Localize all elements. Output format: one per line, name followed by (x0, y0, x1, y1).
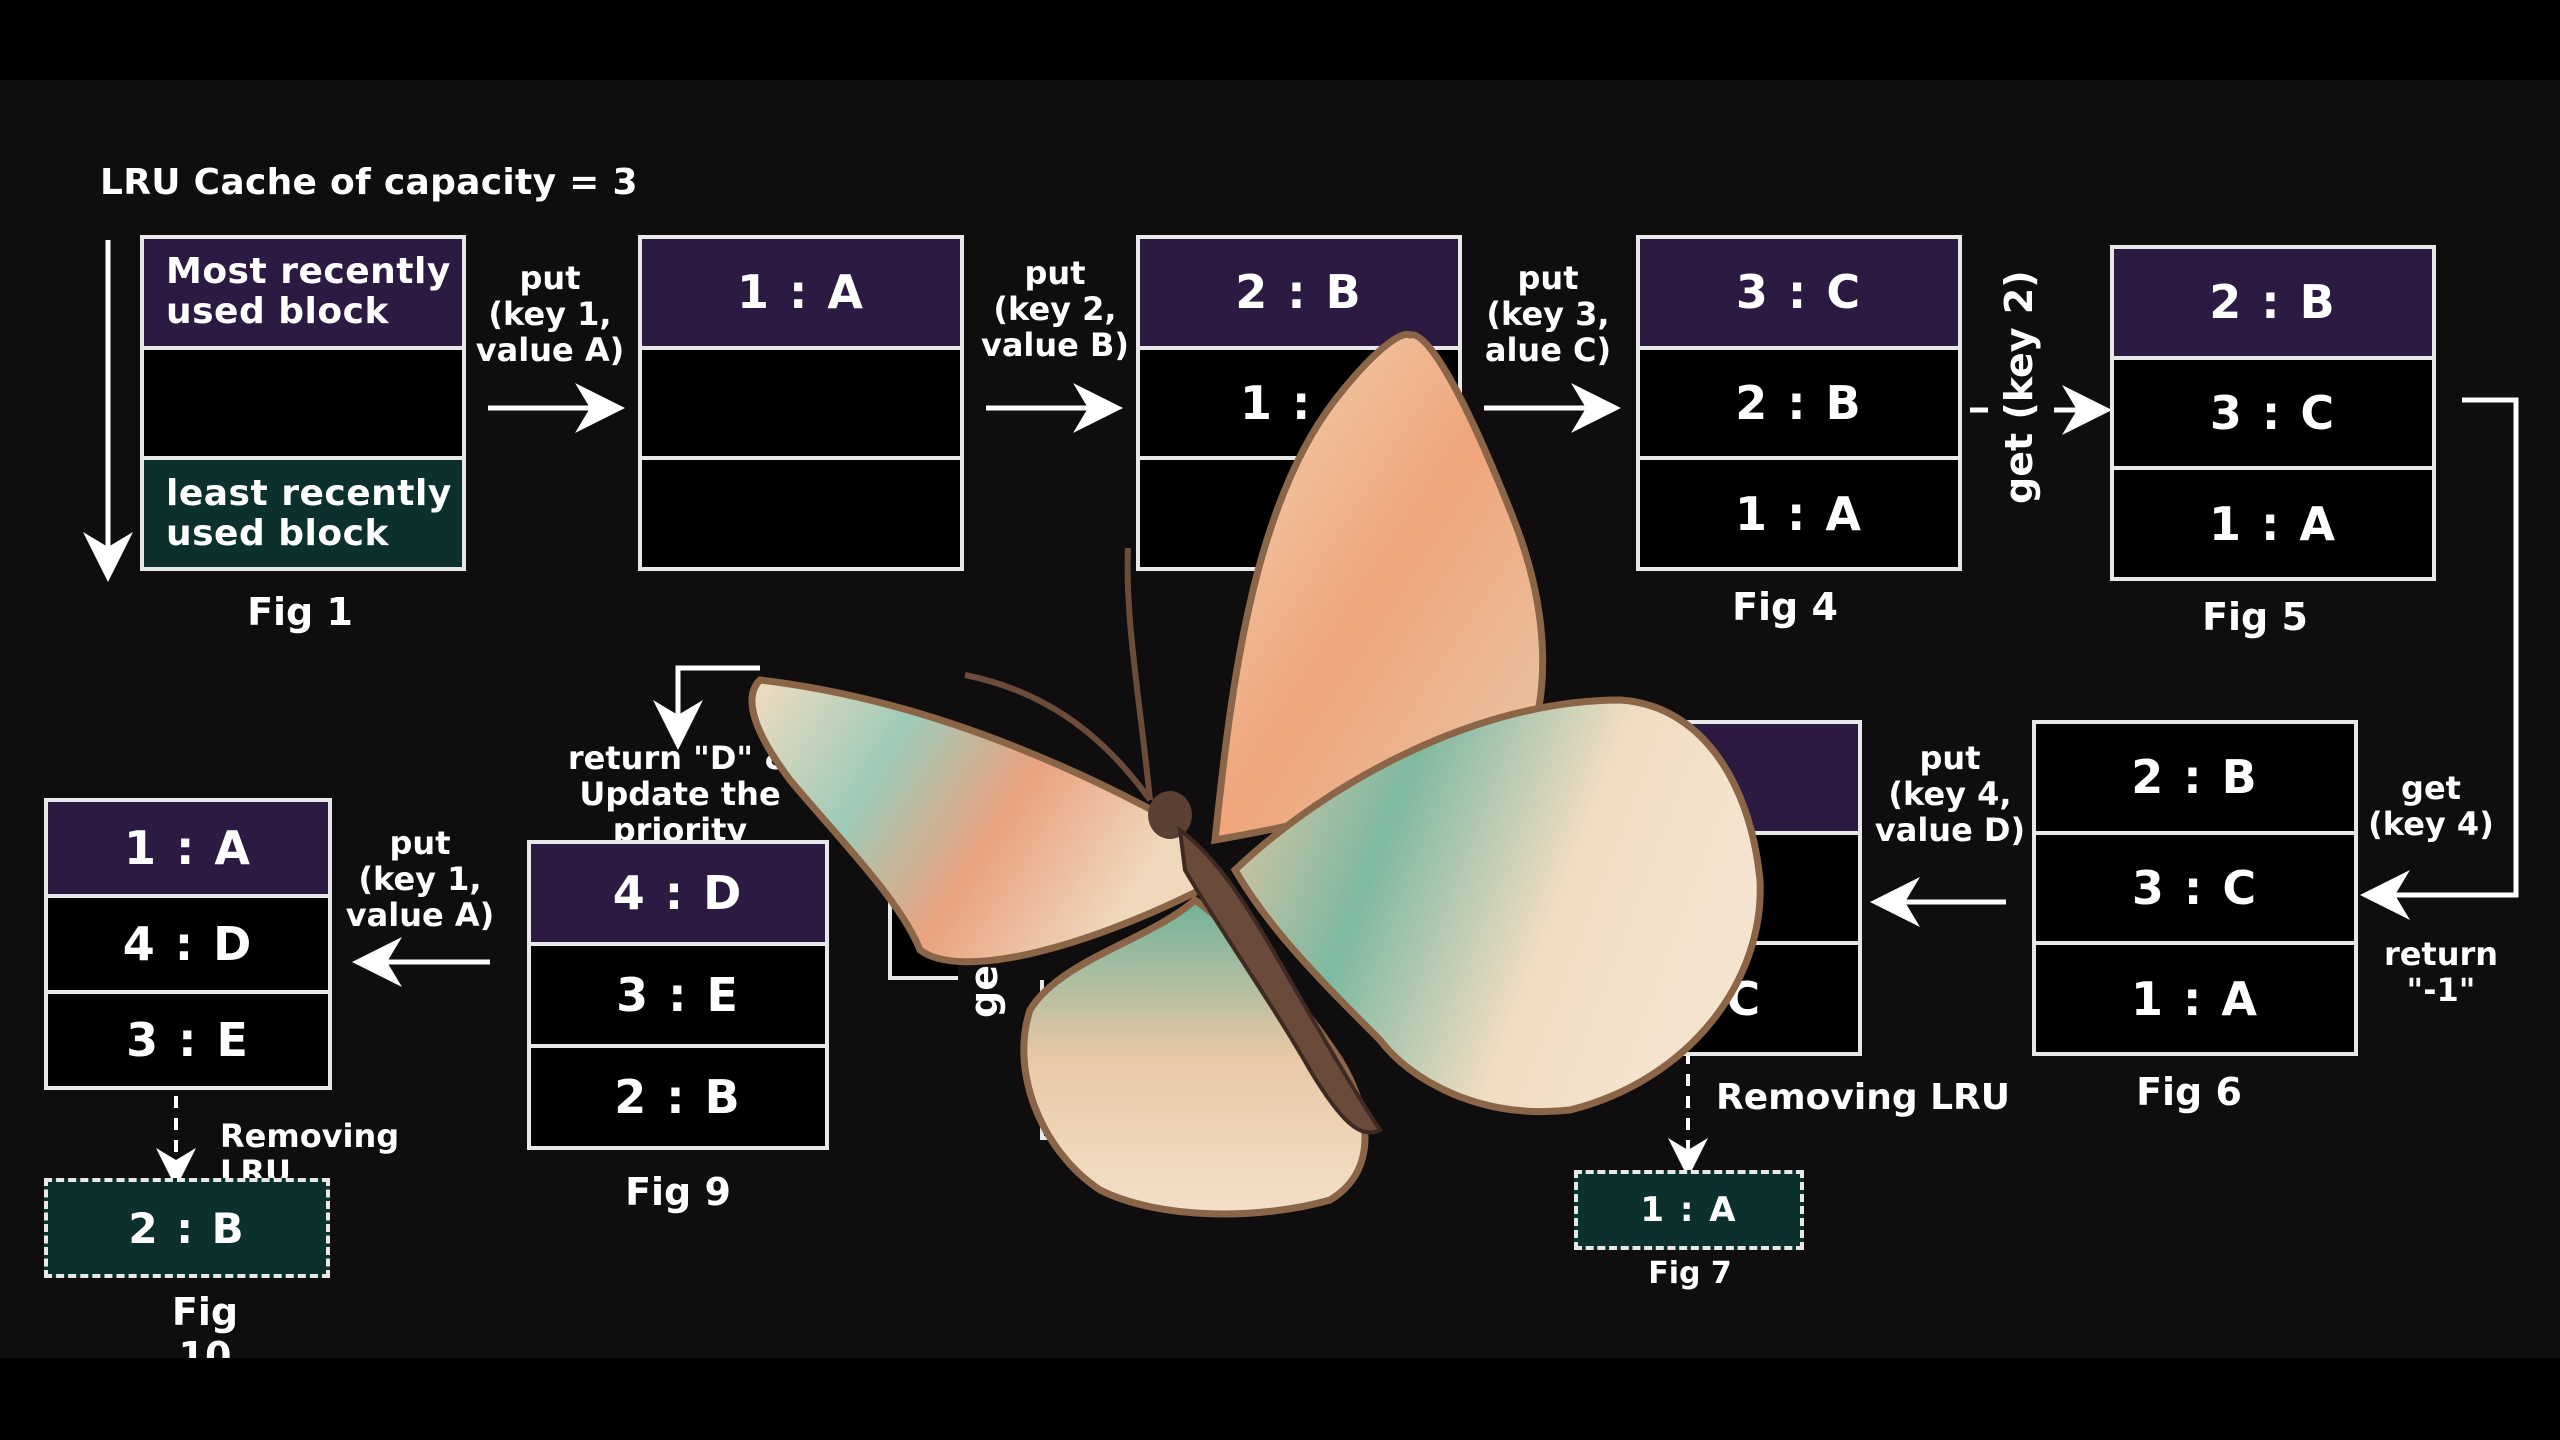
arrow-get4 (2360, 397, 2519, 920)
connector-layer (83, 240, 2519, 1188)
fig7-removing-label: Removing LRU (1716, 1077, 2011, 1118)
fig10-caption: Fig 10 (171, 1290, 239, 1358)
label-put4: put (key 4, value D) (1874, 739, 2026, 849)
fig9-cell-2: 3 : E (531, 946, 825, 1048)
fig4-cell-3: 1 : A (1734, 486, 1864, 541)
fig5-cell-3: 1 : A (2208, 496, 2338, 551)
fig1-cache: Most recently used block least recently … (140, 235, 466, 571)
fig5-cache: 2 : B 3 : C 1 : A (2110, 245, 2436, 581)
fig10-evicted-block: 2 : B (44, 1178, 330, 1278)
fig9-caption: Fig 9 (625, 1170, 731, 1214)
fig9-cell-1: 4 : D (531, 844, 825, 946)
fig10-cell-2: 4 : D (48, 898, 328, 994)
label-put2: put (key 2, value B) (980, 254, 1130, 364)
fig6-cell-1: 2 : B (2036, 724, 2354, 835)
fig10-cache: 1 : A 4 : D 3 : E (44, 798, 332, 1090)
label-put1: put (key 1, value A) (475, 259, 625, 369)
fig2-cell-2 (642, 350, 960, 461)
fig6-caption: Fig 6 (2136, 1070, 2242, 1114)
fig2-cache: 1 : A (638, 235, 964, 571)
fig5-cell-1: 2 : B (2114, 249, 2432, 360)
fig5-caption: Fig 5 (2202, 595, 2308, 639)
butterfly-hindwing-right (1230, 696, 1764, 1115)
butterfly-body (1177, 825, 1383, 1135)
fig6-cell-3: 1 : A (2130, 971, 2260, 1026)
fig1-middle-cell (144, 350, 462, 461)
fig6-cache: 2 : B 3 : C 1 : A (2032, 720, 2358, 1056)
label-put3: put (key 3, alue C) (1484, 259, 1612, 369)
fig1-mru-cell: Most recently used block (144, 239, 462, 350)
butterfly-illustration (748, 330, 1764, 1218)
diagram-title: LRU Cache of capacity = 3 (100, 162, 638, 203)
fig4-cell-1: 3 : C (1640, 239, 1958, 350)
fig4-caption: Fig 4 (1732, 585, 1838, 629)
top-letterbox (0, 0, 2560, 80)
diagram-canvas: LRU Cache of capacity = 3 Most recently … (0, 80, 2560, 1358)
butterfly-head (1148, 791, 1192, 839)
fig9-cell-3: 2 : B (614, 1070, 742, 1124)
fig1-caption: Fig 1 (247, 590, 353, 634)
fig1-lru-cell: least recently used block (144, 460, 462, 568)
butterfly-wing-left (748, 676, 1205, 966)
fig4-cell-2: 2 : B (1640, 350, 1958, 461)
fig9-cache: 4 : D 3 : E 2 : B (527, 840, 829, 1150)
fig4-cache: 3 : C 2 : B 1 : A (1636, 235, 1962, 571)
arrow-returnD (653, 665, 760, 750)
fig10-cell-1: 1 : A (48, 802, 328, 898)
label-put1b: put (key 1, value A) (345, 824, 495, 934)
bottom-letterbox (0, 1358, 2560, 1440)
fig7-evicted-block: 1 : A (1574, 1170, 1804, 1250)
fig2-cell-1: 1 : A (642, 239, 960, 350)
fig10-cell-3: 3 : E (126, 1013, 250, 1067)
fig7-caption: Fig 7 (1648, 1256, 1732, 1291)
fig5-cell-2: 3 : C (2114, 360, 2432, 471)
label-return-neg1: return "-1" (2383, 935, 2499, 1009)
butterfly-antenna-left (964, 672, 1153, 802)
fig6-cell-2: 3 : C (2036, 835, 2354, 946)
label-get4: get (key 4) (2368, 769, 2494, 843)
butterfly-antenna-right (1124, 547, 1153, 801)
fig3-cell-1: 2 : B (1140, 239, 1458, 350)
